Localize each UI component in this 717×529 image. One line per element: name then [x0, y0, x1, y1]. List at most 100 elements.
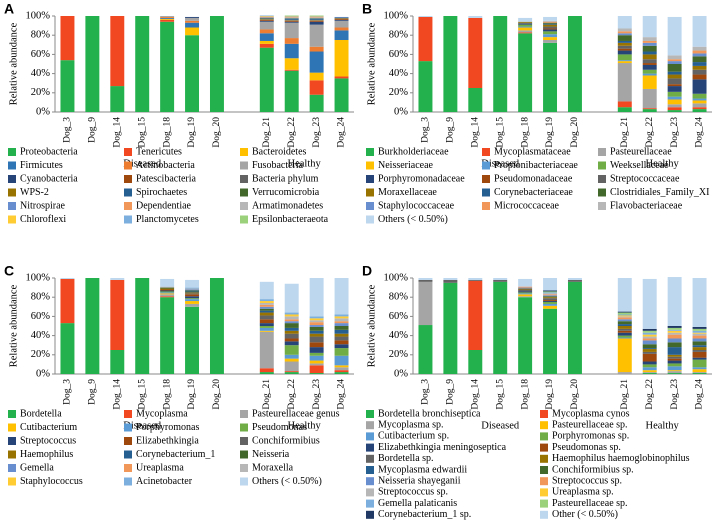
bar-segment [518, 297, 533, 374]
legend-label: Patescibacteria [136, 173, 197, 184]
bar-segment [284, 354, 299, 359]
bar-segment [617, 372, 632, 374]
bar-segment [160, 289, 175, 291]
bar-segment [185, 301, 200, 304]
bar-segment [692, 351, 707, 358]
bar-segment [110, 278, 125, 280]
legend-label: Porphyromonas sp. [552, 431, 629, 442]
y-tick-label: 80% [31, 292, 51, 303]
x-tick-label: Dog_23 [670, 379, 680, 410]
bar-segment [667, 363, 682, 367]
bar-segment [259, 19, 274, 21]
bar-segment [692, 367, 707, 370]
bar-segment [334, 20, 349, 28]
x-tick-label: Dog_22 [287, 379, 297, 410]
legend-swatch [240, 477, 248, 486]
bar-segment [692, 100, 707, 104]
x-tick-label: Dog_23 [312, 379, 322, 410]
x-tick-label: Dog_18 [162, 379, 172, 410]
legend-label: Verrucomicrobia [252, 187, 320, 198]
bar-segment [543, 302, 558, 304]
bar-segment [60, 278, 75, 324]
bar-segment [617, 321, 632, 325]
legend-label: Streptococcaceae [610, 173, 680, 184]
bar-segment [334, 78, 349, 112]
legend-label: Porphyromonadaceae [378, 173, 465, 184]
legend-swatch [124, 423, 132, 432]
y-tick-label: 100% [384, 10, 409, 21]
bar-segment [692, 278, 707, 327]
bar-segment [543, 26, 558, 29]
bar-segment [617, 35, 632, 41]
legend-swatch [598, 175, 606, 183]
bar-segment [309, 46, 324, 52]
bar-segment [692, 53, 707, 57]
y-tick-label: 0% [36, 368, 50, 379]
bar-segment [468, 278, 483, 280]
x-tick-label: Dog_3 [63, 379, 73, 405]
bar-segment [284, 319, 299, 322]
legend-label: Tenericutes [136, 146, 182, 157]
bar-segment [160, 297, 175, 374]
bar-segment [468, 16, 483, 18]
legend-swatch [482, 188, 490, 197]
legend-label: Fusobacteria [252, 160, 304, 171]
legend-swatch [366, 202, 374, 210]
bar-segment [667, 16, 682, 56]
bar-segment [543, 297, 558, 299]
bar-segment [284, 69, 299, 71]
bar-segment [518, 26, 533, 28]
bar-segment [617, 328, 632, 331]
bar-segment [617, 278, 632, 312]
legend-swatch [366, 454, 374, 463]
group-label: Diseased [481, 420, 520, 431]
bar-segment [259, 301, 274, 303]
legend-label: Pseudomonas sp. [552, 442, 621, 453]
legend-label: Acinetobacter [136, 476, 193, 487]
bar-segment [418, 16, 433, 62]
bar-segment [259, 372, 274, 374]
bar-segment [259, 20, 274, 22]
bar-segment [284, 58, 299, 70]
bar-segment [543, 292, 558, 294]
bar-segment [259, 323, 274, 326]
bar-segment [667, 96, 682, 100]
legend-label: Pseudomonas [252, 422, 307, 433]
legend-label: Pasteurellaceae sp. [552, 419, 628, 430]
panel-label: A [4, 1, 14, 17]
bar-segment [642, 364, 657, 368]
legend-label: Propionibacteriaceae [494, 160, 578, 171]
legend-label: Clostridiales_Family_XI [610, 187, 709, 198]
bar-segment [518, 288, 533, 290]
bar-segment [692, 16, 707, 47]
bar-segment [667, 358, 682, 361]
bar-segment [543, 29, 558, 32]
y-axis-title: Relative abundance [8, 284, 19, 367]
x-tick-label: Dog_23 [670, 117, 680, 148]
x-tick-label: Dog_24 [337, 379, 347, 410]
bar-segment [259, 312, 274, 316]
bar-segment [617, 45, 632, 49]
bar-segment [543, 278, 558, 291]
bar-segment [692, 332, 707, 334]
bar-segment [110, 16, 125, 87]
bar-segment [617, 332, 632, 336]
bar-segment [418, 281, 433, 326]
legend-label: Bordetella [20, 408, 62, 419]
bar-segment [642, 328, 657, 331]
bar-segment [692, 372, 707, 374]
legend-label: Moraxella [252, 462, 294, 473]
y-tick-label: 80% [389, 292, 409, 303]
x-tick-label: Dog_22 [645, 117, 655, 148]
bar-segment [518, 289, 533, 292]
legend-swatch [124, 202, 132, 210]
legend-label: Weeksellaceae [610, 160, 669, 171]
bar-segment [617, 31, 632, 34]
x-tick-label: Dog_23 [312, 117, 322, 148]
bar-segment [692, 347, 707, 350]
bar-segment [309, 72, 324, 81]
bar-segment [667, 64, 682, 72]
bar-segment [667, 71, 682, 75]
bar-segment [617, 16, 632, 29]
legend-swatch [540, 477, 548, 486]
